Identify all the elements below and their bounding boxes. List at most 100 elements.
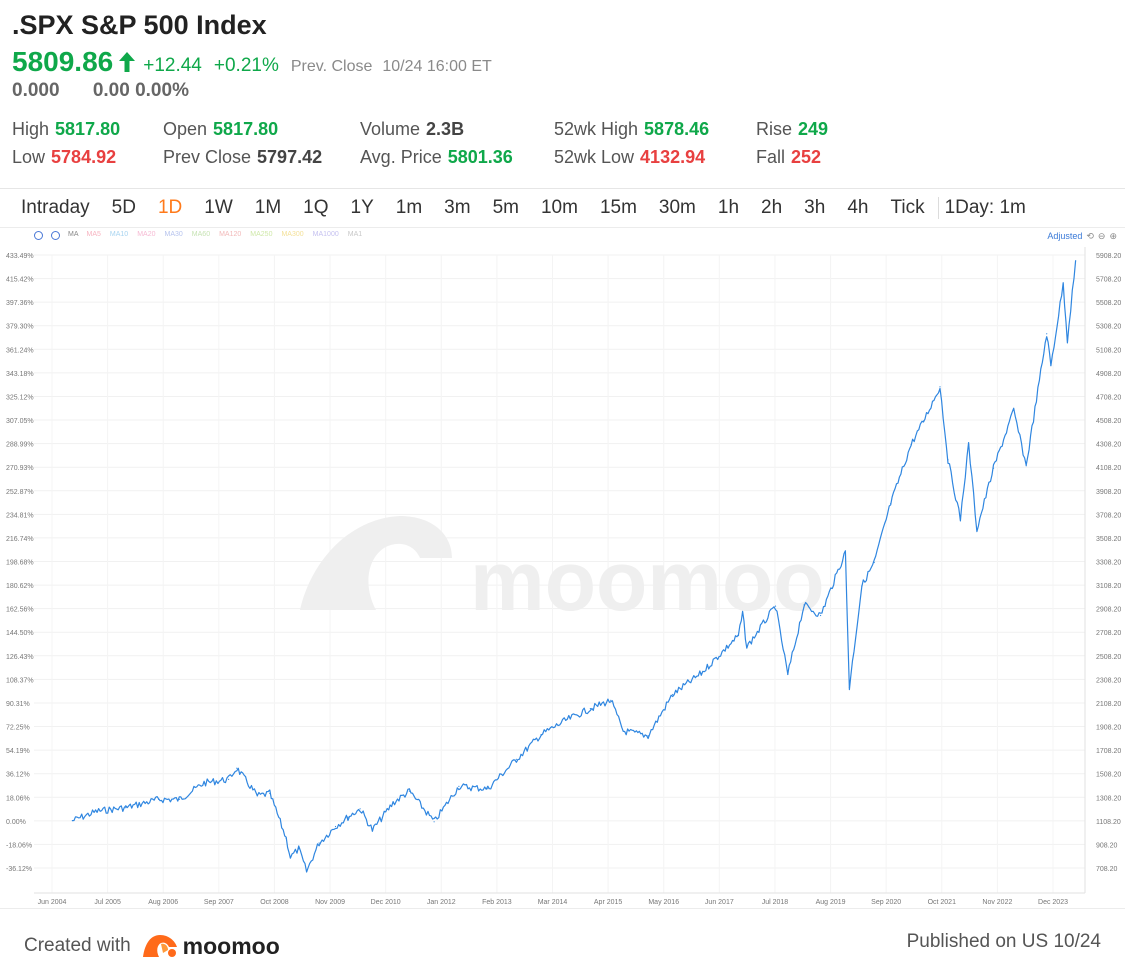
y-tick-label-left: 90.31% — [6, 701, 30, 708]
tab-1h[interactable]: 1h — [717, 197, 740, 218]
stat-volume: Volume 2.3B — [360, 119, 464, 140]
data-point — [1062, 283, 1064, 285]
moomoo-logo-icon — [141, 931, 179, 961]
stat-value: 252 — [791, 147, 822, 167]
ma-indicator[interactable]: MA1000 — [312, 231, 339, 238]
data-point — [968, 444, 970, 446]
data-point — [959, 518, 962, 520]
y-tick-label-left: 307.05% — [6, 418, 34, 425]
tab-5d[interactable]: 5D — [111, 197, 136, 218]
y-tick-label-left: 0.00% — [6, 819, 26, 826]
x-tick-label: Apr 2015 — [594, 899, 623, 906]
y-tick-label-right: 4108.20 — [1096, 465, 1121, 472]
y-tick-label-right: 4308.20 — [1096, 442, 1121, 449]
x-tick-label: Aug 2019 — [816, 899, 846, 906]
ma-indicator-list: MA5 MA10 MA20 MA30 MA60 MA120 MA250 MA300 MA1000… — [87, 231, 363, 240]
ma-indicator[interactable]: MA120 — [219, 231, 242, 238]
data-point — [347, 816, 349, 818]
stat-label: 52wk Low — [554, 147, 635, 167]
data-point — [269, 792, 271, 795]
stat-label: Volume — [360, 119, 421, 139]
ma-indicator[interactable]: MA300 — [281, 231, 304, 238]
y-tick-label-left: 379.30% — [6, 324, 34, 331]
data-point — [458, 785, 460, 788]
data-point — [1050, 365, 1052, 367]
interval-selector[interactable]: 1Day: 1m — [944, 197, 1026, 218]
data-point — [647, 735, 649, 737]
x-tick-label: Jan 2012 — [427, 899, 456, 906]
data-point — [298, 848, 300, 850]
adjust-toolbar: Adjusted ⟲ ⊖ ⊕ — [1047, 231, 1117, 242]
period-tabs: Intraday 5D 1D 1W 1M 1Q 1Y 1m 3m 5m 10m 15m 30m 1h 2h 3… — [10, 194, 1037, 222]
stat-label: Open — [163, 119, 208, 139]
y-tick-label-left: 433.49% — [6, 253, 34, 260]
tab-3h[interactable]: 3h — [804, 197, 826, 218]
y-tick-label-left: 216.74% — [6, 536, 34, 543]
undo-icon[interactable]: ⟲ — [1086, 231, 1094, 241]
data-point — [700, 672, 702, 674]
y-tick-label-left: -36.12% — [6, 866, 32, 873]
data-point — [803, 604, 805, 606]
y-tick-label-left: 361.24% — [6, 347, 34, 354]
tab-tick[interactable]: Tick — [890, 197, 925, 218]
stat-value: 5817.80 — [55, 119, 121, 139]
eye-icon[interactable] — [51, 231, 60, 240]
zoom-out-icon[interactable]: ⊖ — [1097, 231, 1106, 241]
price-chart[interactable]: 433.49% 5908.20 415.42% 5708.20 397.36% 5508.… — [0, 228, 1125, 908]
data-point — [371, 829, 373, 831]
y-tick-label-right: 2908.20 — [1096, 607, 1121, 614]
after-hours-row: 0.000 0.00 0.00% — [12, 78, 1113, 104]
tab-2h[interactable]: 2h — [761, 197, 783, 218]
y-tick-label-right: 5908.20 — [1096, 253, 1121, 260]
data-point — [487, 788, 489, 790]
adjust-label[interactable]: Adjusted — [1047, 231, 1083, 241]
footer: Created with moomoo Published on US 10/2… — [0, 908, 1125, 974]
tab-1m[interactable]: 1M — [254, 197, 282, 218]
tab-30m[interactable]: 30m — [658, 197, 696, 218]
y-tick-label-left: 270.93% — [6, 465, 34, 472]
tab-1d[interactable]: 1D — [157, 197, 183, 218]
data-point — [947, 459, 949, 461]
ma-indicator[interactable]: MA20 — [137, 231, 156, 238]
settings-icon[interactable] — [34, 231, 43, 240]
tab-10m[interactable]: 10m — [540, 197, 578, 218]
tab-4h[interactable]: 4h — [847, 197, 869, 218]
tab-3m[interactable]: 3m — [444, 197, 471, 218]
tab-15m[interactable]: 15m — [599, 197, 637, 218]
y-tick-label-right: 908.20 — [1096, 842, 1118, 849]
zoom-in-icon[interactable]: ⊕ — [1109, 231, 1117, 241]
price-change-pct: +0.21% — [213, 55, 279, 76]
data-point — [939, 386, 941, 388]
data-point — [976, 528, 978, 531]
stat-52wk-low: 52wk Low 4132.94 — [554, 147, 705, 168]
tab-1w[interactable]: 1W — [204, 197, 233, 218]
quote-time: 10/24 16:00 ET — [382, 58, 492, 75]
ma-indicator[interactable]: MA10 — [109, 231, 129, 238]
ma-label[interactable]: MA — [68, 231, 79, 238]
tab-1y[interactable]: 1Y — [350, 197, 374, 218]
tab-intraday[interactable]: Intraday — [21, 197, 90, 218]
price-change: +12.44 — [143, 55, 202, 76]
data-point — [1025, 465, 1027, 467]
ma-indicator[interactable]: MA250 — [250, 231, 273, 238]
tab-1m[interactable]: 1m — [395, 197, 423, 218]
data-point — [289, 856, 291, 858]
ma-indicator[interactable]: MA60 — [191, 231, 211, 238]
data-point — [359, 808, 361, 810]
x-tick-label: May 2016 — [648, 899, 679, 906]
y-tick-label-right: 1708.20 — [1096, 748, 1121, 755]
ma-indicator[interactable]: MA1 — [347, 231, 363, 238]
ma-indicator[interactable]: MA5 — [86, 231, 101, 238]
tab-separator — [937, 197, 939, 219]
published-on: Published on US 10/24 — [906, 931, 1101, 952]
stat-rise: Rise 249 — [756, 119, 828, 140]
x-tick-label: Jun 2004 — [38, 899, 67, 906]
stat-low: Low 5784.92 — [12, 147, 116, 168]
tab-1q[interactable]: 1Q — [303, 197, 329, 218]
data-point — [742, 612, 744, 614]
watermark-text: moomoo — [470, 534, 825, 628]
ma-indicator[interactable]: MA30 — [164, 231, 183, 238]
tab-5m[interactable]: 5m — [492, 197, 519, 218]
y-tick-label-left: 343.18% — [6, 371, 34, 378]
y-tick-label-right: 5708.20 — [1096, 277, 1121, 284]
